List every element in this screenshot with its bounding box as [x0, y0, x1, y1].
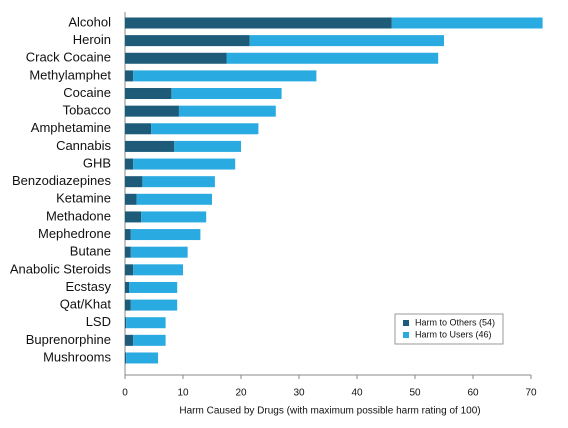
bar-segment [125, 334, 134, 346]
legend-box [394, 313, 504, 345]
bar-segment [125, 193, 137, 205]
bar-segment [133, 70, 317, 82]
category-label: Cannabis [56, 138, 111, 153]
bar-segment [125, 52, 227, 64]
category-label: Methadone [46, 208, 111, 223]
bar-segment [249, 35, 444, 47]
bar-segment [142, 176, 215, 188]
bar-segment [130, 246, 188, 258]
bar-segment [125, 264, 134, 276]
category-label: LSD [86, 314, 111, 329]
category-label: Crack Cocaine [26, 50, 111, 65]
bar-segment [125, 123, 152, 135]
bar-segment [129, 281, 178, 293]
bar-segment [125, 17, 392, 29]
bar-segment [133, 264, 183, 276]
bar-segment [125, 246, 131, 258]
category-label: Cocaine [63, 85, 111, 100]
legend-swatch [403, 332, 409, 338]
bar-segment [171, 88, 282, 100]
bar-segment [125, 352, 127, 364]
bar-segment [174, 140, 241, 152]
legend-label: Harm to Users (46) [415, 329, 492, 339]
category-label: Amphetamine [31, 120, 111, 135]
category-label: Mushrooms [43, 349, 111, 364]
bar-segment [130, 229, 201, 241]
category-label: Tobacco [63, 103, 111, 118]
bar-segment [391, 17, 543, 29]
x-tick-label: 20 [235, 388, 247, 399]
legend-swatch [403, 320, 409, 326]
category-label: Butane [70, 244, 111, 259]
bar-segment [151, 123, 259, 135]
category-label: Mephedrone [38, 226, 111, 241]
bar-segment [125, 299, 131, 311]
x-tick-label: 60 [467, 388, 479, 399]
bar-segment [125, 281, 130, 293]
bar-segment [141, 211, 207, 223]
bar-segment [125, 35, 250, 47]
bar-segment [130, 299, 178, 311]
legend-label: Harm to Others (54) [415, 317, 495, 327]
bar-segment [133, 334, 166, 346]
x-tick-label: 40 [351, 388, 363, 399]
x-axis-label: Harm Caused by Drugs (with maximum possi… [179, 406, 480, 417]
bar-segment [125, 70, 134, 82]
bar-segment [133, 158, 236, 170]
bar-segment [125, 158, 134, 170]
category-label: GHB [83, 155, 111, 170]
bar-segment [125, 105, 179, 117]
bar-segment [125, 211, 142, 223]
category-label: Heroin [73, 32, 111, 47]
category-label: Methylamphet [29, 67, 111, 82]
x-tick-label: 10 [177, 388, 189, 399]
category-label: Alcohol [68, 14, 111, 29]
category-label: Qat/Khat [60, 297, 112, 312]
bar-segment [125, 317, 127, 329]
x-tick-label: 30 [293, 388, 305, 399]
bar-segment [226, 52, 439, 64]
bar-segment [125, 229, 131, 241]
bar-segment [126, 317, 166, 329]
bar-segment [126, 352, 159, 364]
bar-segment [125, 176, 143, 188]
x-tick-label: 70 [525, 388, 537, 399]
category-label: Buprenorphine [26, 332, 111, 347]
category-label: Anabolic Steroids [10, 261, 112, 276]
bar-segment [125, 88, 172, 100]
category-label: Benzodiazepines [12, 173, 112, 188]
bar-segment [125, 140, 175, 152]
x-tick-label: 0 [122, 388, 128, 399]
bar-segment [136, 193, 212, 205]
x-tick-label: 50 [409, 388, 421, 399]
category-label: Ecstasy [65, 279, 111, 294]
category-label: Ketamine [56, 191, 111, 206]
bar-segment [178, 105, 276, 117]
